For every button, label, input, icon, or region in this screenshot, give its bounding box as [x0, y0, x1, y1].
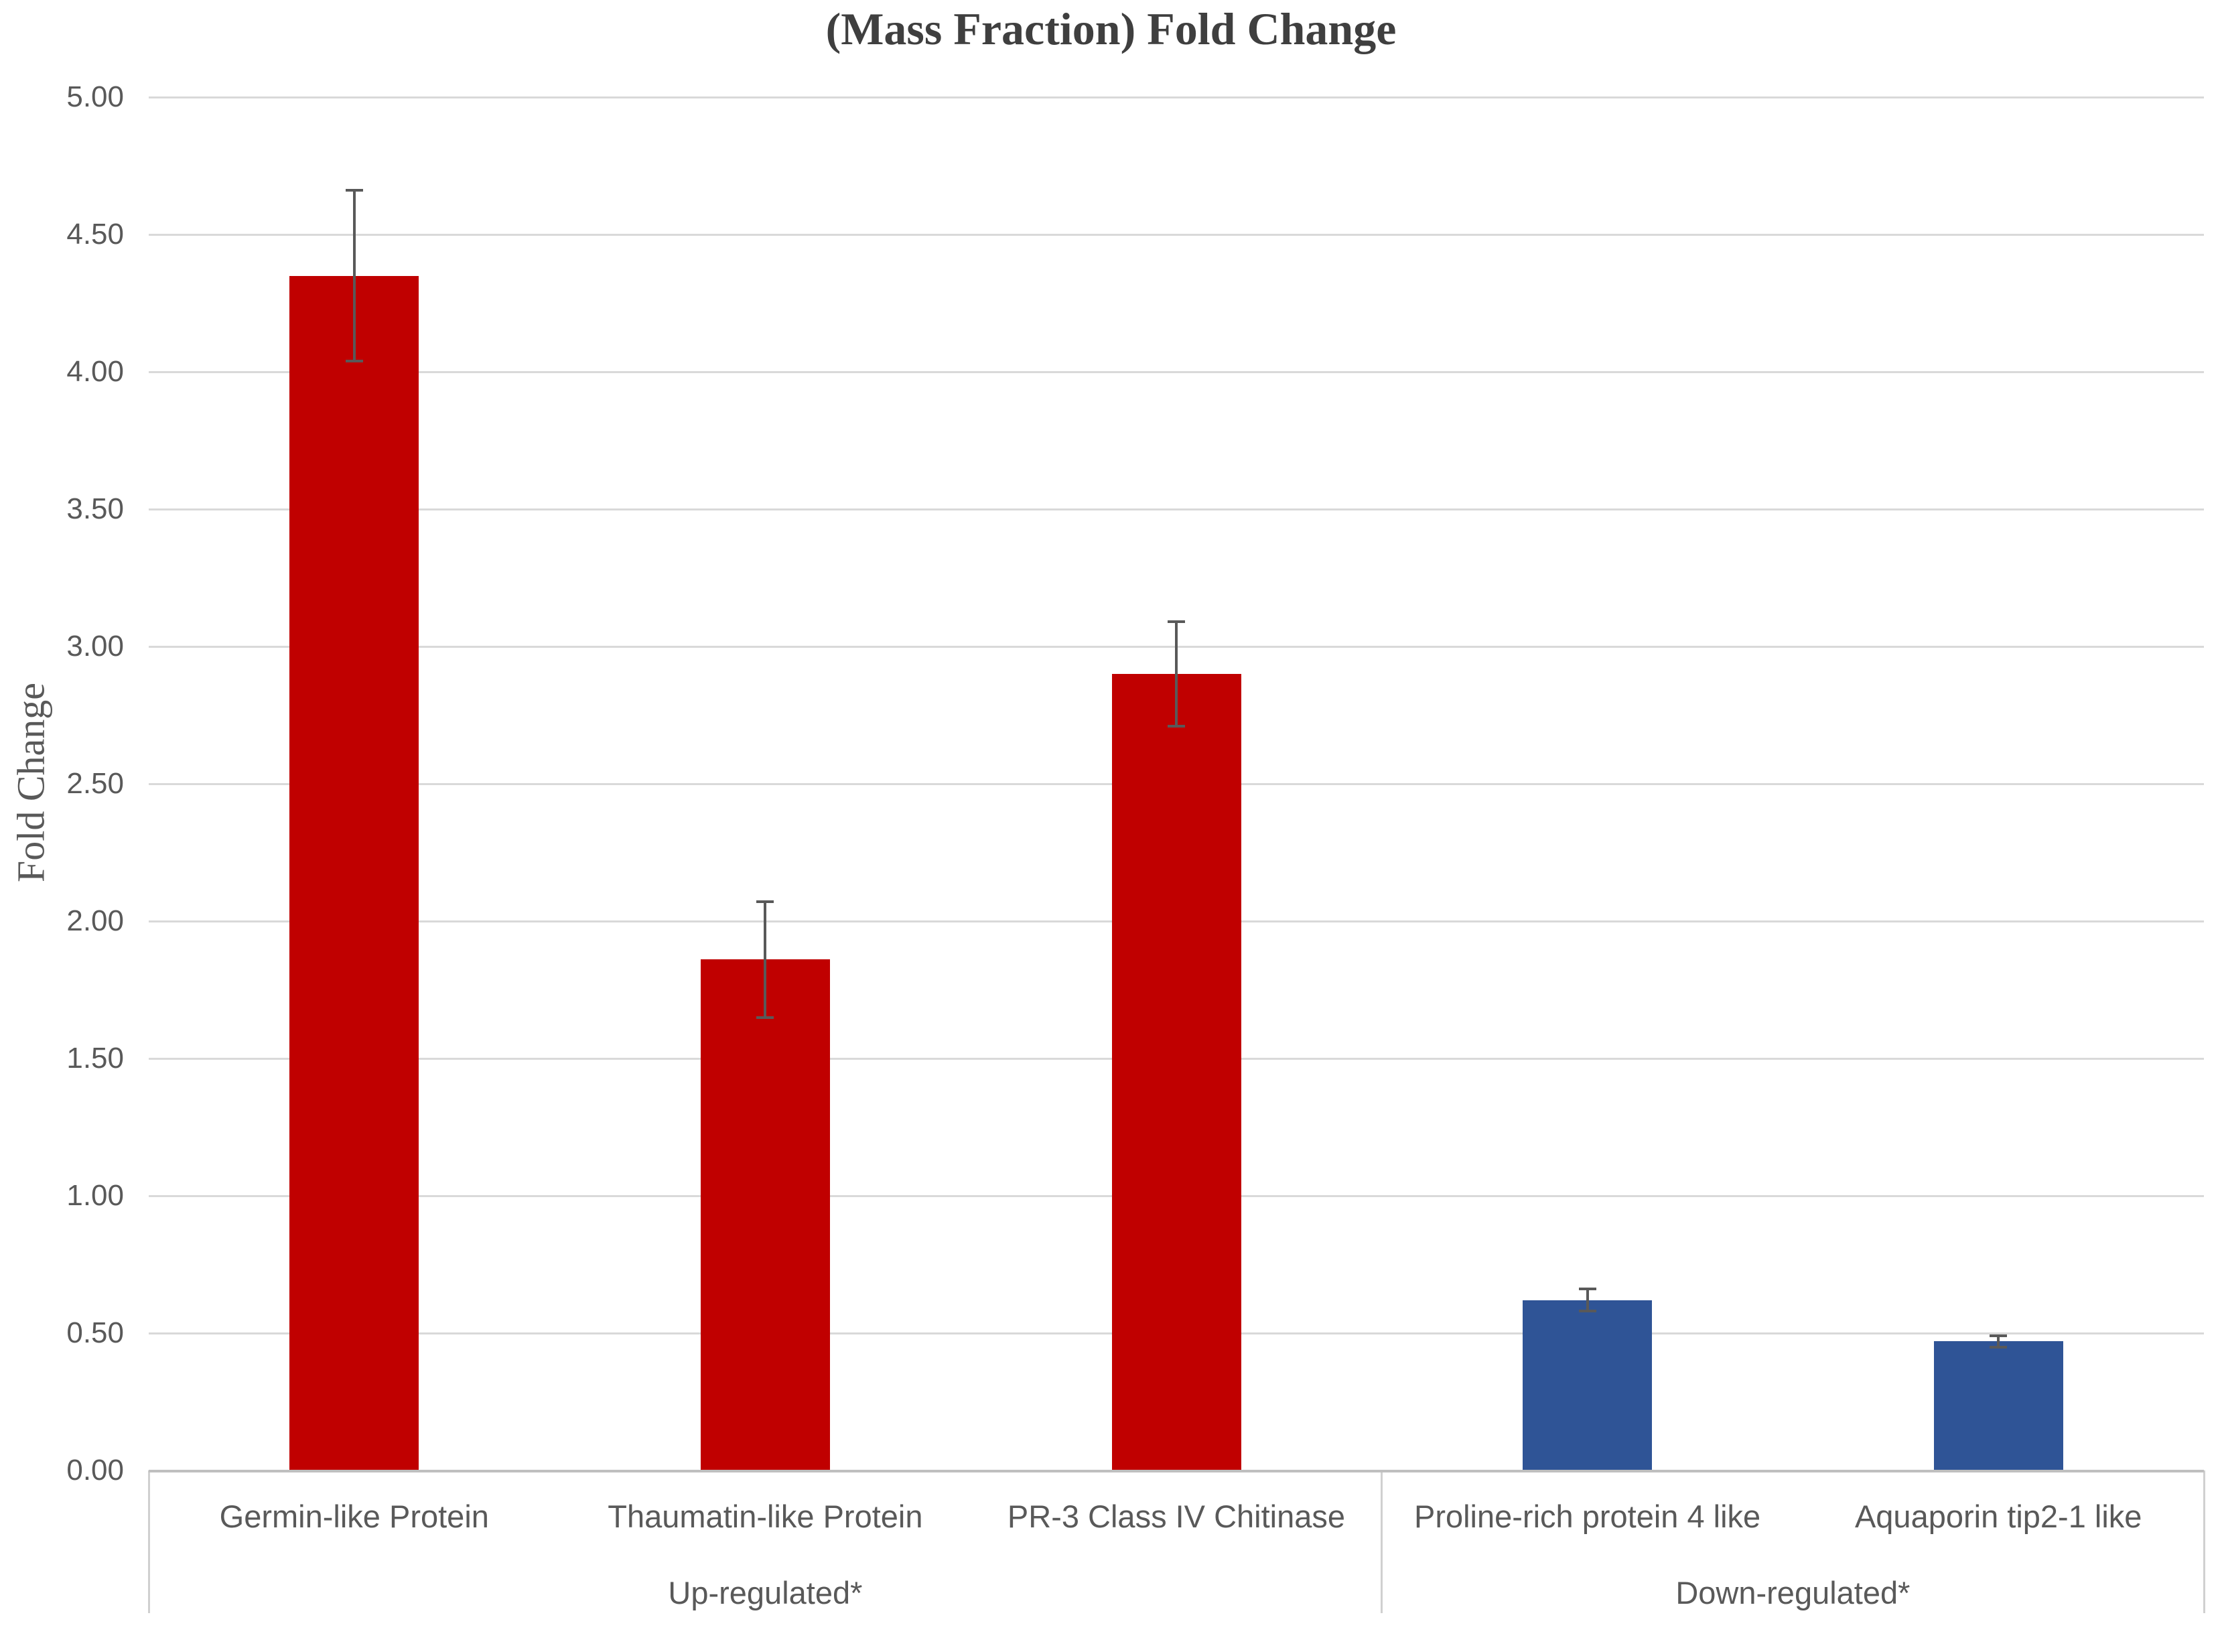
bar-pr-3-class-iv-chitinase — [1111, 674, 1241, 1470]
group-label-down-regulated: Down-regulated* — [1675, 1575, 1911, 1610]
error-bar-cap-top-germin-like-protein — [345, 189, 363, 192]
category-label-pr-3-class-iv-chitinase: PR-3 Class IV Chitinase — [1007, 1499, 1346, 1534]
category-label-proline-rich-protein-4-like: Proline-rich protein 4 like — [1413, 1499, 1761, 1534]
y-tick-label-0.50: 0.50 — [66, 1316, 124, 1349]
category-axis-divider — [1381, 1470, 1383, 1613]
category-label-aquaporin-tip2-1-like: Aquaporin tip2-1 like — [1854, 1499, 2142, 1534]
y-tick-label-1.50: 1.50 — [66, 1042, 124, 1075]
error-bar-cap-top-pr-3-class-iv-chitinase — [1168, 620, 1185, 624]
x-axis-line — [149, 1470, 2204, 1472]
error-bar-cap-top-thaumatin-like-protein — [756, 900, 774, 904]
y-tick-label-3.50: 3.50 — [66, 492, 124, 525]
category-axis-divider — [147, 1470, 150, 1613]
y-tick-label-5.00: 5.00 — [66, 80, 124, 113]
error-bar-cap-top-proline-rich-protein-4-like — [1578, 1288, 1596, 1291]
error-bar-cap-top-aquaporin-tip2-1-like — [1990, 1334, 2008, 1338]
error-bar-cap-bottom-germin-like-protein — [345, 359, 363, 362]
gridline-4.50 — [149, 233, 2204, 236]
error-bar-germin-like-protein — [352, 190, 356, 361]
error-bar-cap-bottom-pr-3-class-iv-chitinase — [1168, 724, 1185, 728]
y-tick-label-4.50: 4.50 — [66, 218, 124, 251]
gridline-4.00 — [149, 370, 2204, 373]
y-tick-label-2.50: 2.50 — [66, 767, 124, 800]
category-label-germin-like-protein: Germin-like Protein — [219, 1499, 489, 1534]
y-tick-label-0.00: 0.00 — [66, 1454, 124, 1487]
error-bar-cap-bottom-aquaporin-tip2-1-like — [1990, 1345, 2008, 1349]
category-label-thaumatin-like-protein: Thaumatin-like Protein — [608, 1499, 923, 1534]
bar-thaumatin-like-protein — [700, 959, 830, 1470]
error-bar-proline-rich-protein-4-like — [1586, 1289, 1589, 1312]
error-bar-pr-3-class-iv-chitinase — [1175, 622, 1178, 726]
gridline-3.50 — [149, 508, 2204, 510]
error-bar-cap-bottom-thaumatin-like-protein — [756, 1016, 774, 1019]
bar-proline-rich-protein-4-like — [1523, 1300, 1653, 1470]
group-label-up-regulated: Up-regulated* — [668, 1575, 863, 1610]
error-bar-aquaporin-tip2-1-like — [1997, 1336, 2000, 1347]
y-tick-label-1.00: 1.00 — [66, 1179, 124, 1212]
error-bar-thaumatin-like-protein — [764, 902, 767, 1018]
y-tick-label-2.00: 2.00 — [66, 904, 124, 937]
chart-title: (Mass Fraction) Fold Change — [825, 3, 1397, 54]
y-tick-label-4.00: 4.00 — [66, 355, 124, 388]
category-axis-divider — [2203, 1470, 2205, 1613]
bar-aquaporin-tip2-1-like — [1933, 1341, 2063, 1470]
gridline-5.00 — [149, 96, 2204, 98]
bar-germin-like-protein — [289, 275, 419, 1470]
y-tick-label-3.00: 3.00 — [66, 630, 124, 663]
error-bar-cap-bottom-proline-rich-protein-4-like — [1578, 1310, 1596, 1313]
